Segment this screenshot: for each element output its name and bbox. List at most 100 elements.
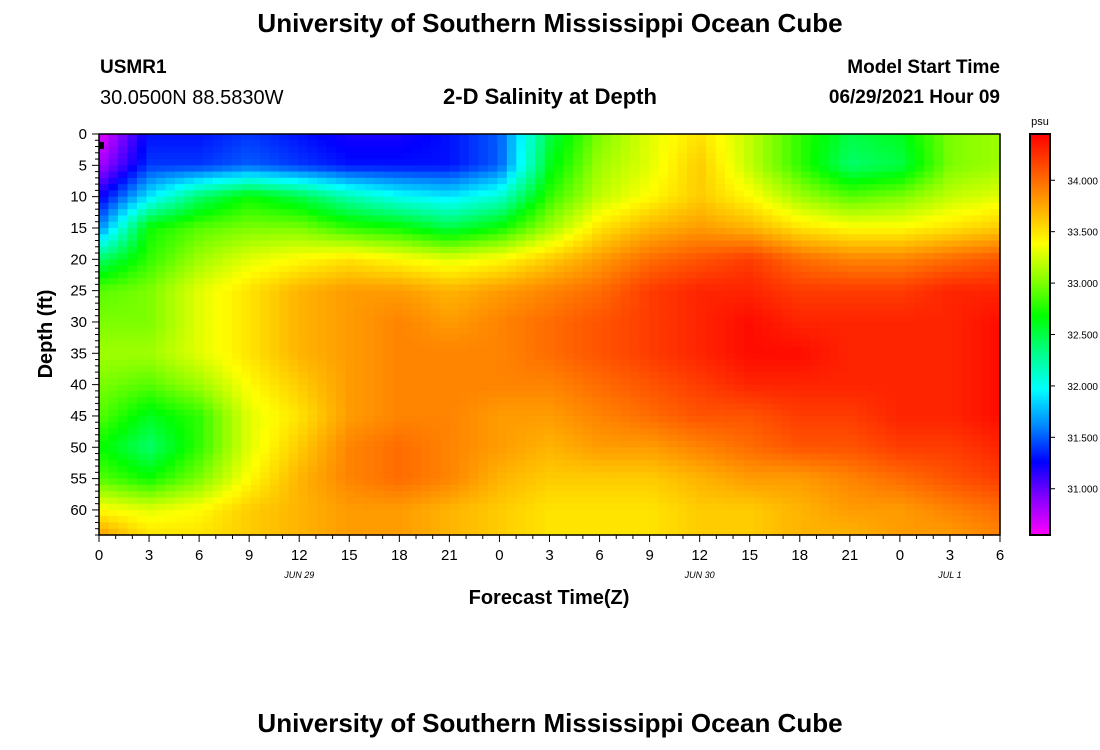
heatmap-cell — [962, 347, 973, 354]
heatmap-cell — [905, 409, 916, 417]
heatmap-cell — [715, 403, 726, 411]
heatmap-cell — [611, 365, 622, 373]
heatmap-cell — [639, 246, 650, 254]
heatmap-cell — [127, 209, 138, 217]
heatmap-cell — [336, 196, 347, 204]
heatmap-cell — [886, 353, 897, 361]
heatmap-cell — [658, 240, 669, 248]
heatmap-cell — [250, 303, 261, 311]
heatmap-cell — [402, 372, 413, 379]
heatmap-cell — [449, 428, 460, 436]
heatmap-cell — [279, 353, 290, 361]
heatmap-cell — [867, 196, 878, 204]
heatmap-cell — [762, 234, 773, 242]
heatmap-cell — [449, 209, 460, 217]
heatmap-cell — [298, 171, 309, 179]
heatmap-cell — [298, 447, 309, 455]
heatmap-cell — [516, 202, 527, 210]
heatmap-cell — [355, 409, 366, 417]
heatmap-cell — [810, 447, 821, 455]
heatmap-cell — [525, 353, 536, 361]
heatmap-cell — [705, 315, 717, 323]
heatmap-cell — [430, 146, 442, 154]
heatmap-cell — [611, 190, 622, 198]
heatmap-cell — [411, 152, 423, 160]
heatmap-cell — [601, 253, 612, 260]
heatmap-cell — [981, 340, 992, 348]
heatmap-cell — [241, 428, 252, 436]
heatmap-cell — [241, 209, 252, 217]
heatmap-cell — [943, 309, 954, 317]
heatmap-cell — [374, 209, 385, 217]
heatmap-cell — [298, 271, 309, 279]
heatmap-cell — [611, 140, 622, 148]
heatmap-cell — [696, 134, 707, 141]
heatmap-cell — [715, 397, 726, 405]
heatmap-cell — [241, 171, 252, 179]
heatmap-cell — [393, 190, 404, 198]
heatmap-cell — [924, 303, 935, 311]
heatmap-cell — [402, 353, 413, 361]
heatmap-cell — [468, 134, 479, 141]
heatmap-cell — [649, 177, 660, 185]
heatmap-cell — [374, 353, 385, 361]
heatmap-cell — [468, 184, 479, 191]
heatmap-cell — [506, 259, 517, 267]
heatmap-cell — [819, 447, 830, 455]
heatmap-cell — [393, 165, 404, 173]
heatmap-cell — [155, 259, 166, 267]
heatmap-cell — [203, 165, 214, 173]
heatmap-cell — [819, 372, 830, 379]
heatmap-cell — [506, 240, 517, 248]
heatmap-cell — [630, 334, 641, 342]
heatmap-cell — [981, 390, 992, 398]
heatmap-cell — [231, 284, 242, 292]
heatmap-cell — [611, 303, 622, 311]
heatmap-cell — [857, 146, 868, 154]
heatmap-cell — [715, 328, 726, 336]
heatmap-cell — [762, 209, 773, 217]
heatmap-cell — [791, 265, 802, 273]
heatmap-cell — [620, 278, 631, 285]
heatmap-cell — [620, 190, 631, 198]
heatmap-cell — [231, 403, 242, 411]
heatmap-cell — [563, 209, 574, 217]
heatmap-cell — [146, 372, 157, 379]
heatmap-cell — [943, 384, 954, 392]
heatmap-cell — [212, 209, 223, 217]
heatmap-cell — [383, 328, 394, 336]
heatmap-cell — [203, 271, 214, 279]
heatmap-cell — [781, 259, 792, 267]
heatmap-cell — [677, 422, 688, 430]
heatmap-cell — [430, 221, 442, 229]
heatmap-cell — [260, 209, 271, 217]
heatmap-cell — [952, 215, 963, 223]
heatmap-cell — [573, 296, 584, 304]
heatmap-cell — [658, 278, 669, 285]
heatmap-cell — [734, 365, 745, 373]
heatmap-cell — [478, 397, 489, 405]
heatmap-cell — [440, 240, 451, 248]
heatmap-cell — [933, 196, 944, 204]
heatmap-cell — [136, 328, 148, 336]
heatmap-cell — [506, 303, 517, 311]
heatmap-cell — [905, 152, 916, 160]
heatmap-cell — [971, 215, 982, 223]
heatmap-cell — [241, 271, 252, 279]
heatmap-cell — [174, 422, 185, 430]
heatmap-cell — [345, 240, 356, 248]
heatmap-cell — [772, 190, 783, 198]
heatmap-cell — [411, 196, 423, 204]
heatmap-cell — [402, 340, 413, 348]
heatmap-cell — [506, 202, 517, 210]
heatmap-cell — [914, 177, 925, 185]
heatmap-cell — [393, 434, 404, 442]
heatmap-cell — [487, 296, 498, 304]
heatmap-cell — [127, 227, 138, 235]
heatmap-cell — [705, 152, 717, 160]
heatmap-cell — [724, 202, 736, 210]
heatmap-cell — [772, 309, 783, 317]
heatmap-cell — [943, 140, 954, 148]
heatmap-cell — [497, 422, 508, 430]
heatmap-cell — [136, 171, 148, 179]
